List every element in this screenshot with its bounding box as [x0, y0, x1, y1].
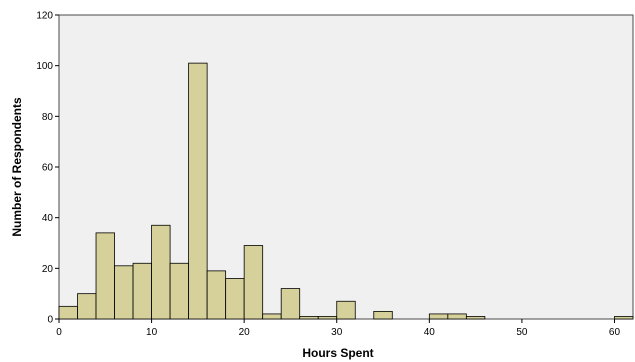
histogram-bar — [299, 316, 319, 320]
x-tick-label: 60 — [609, 327, 621, 338]
y-tick-label: 0 — [47, 315, 53, 326]
y-tick-label: 120 — [36, 11, 53, 22]
histogram-bar — [114, 265, 134, 320]
y-axis-ticks: 0 20 40 60 80 100 120 — [36, 11, 59, 326]
histogram-bar — [336, 300, 356, 320]
histogram-bar — [465, 316, 486, 320]
y-tick-label: 80 — [42, 112, 54, 123]
histogram-bar — [243, 245, 264, 320]
y-tick-label: 20 — [42, 264, 54, 275]
x-tick-label: 20 — [239, 327, 251, 338]
histogram-bar — [428, 313, 449, 320]
y-tick-label: 40 — [42, 213, 54, 224]
histogram-bar — [206, 270, 227, 320]
histogram-bar — [77, 293, 97, 320]
x-axis-title: Hours Spent — [302, 346, 373, 360]
histogram-bar — [188, 62, 208, 320]
histogram-bar — [132, 262, 152, 320]
bars-group — [58, 62, 634, 320]
histogram-bar — [373, 310, 393, 320]
x-tick-label: 50 — [516, 327, 528, 338]
x-tick-label: 10 — [146, 327, 158, 338]
histogram-bar — [317, 316, 338, 320]
x-tick-label: 0 — [56, 327, 62, 338]
histogram-bar — [447, 313, 467, 320]
histogram-bar — [95, 232, 115, 320]
histogram-bar — [262, 313, 282, 320]
x-axis-ticks: 0 10 20 30 40 50 60 — [56, 319, 620, 338]
histogram-bar — [151, 224, 171, 320]
y-tick-label: 60 — [42, 163, 54, 174]
x-tick-label: 40 — [424, 327, 436, 338]
histogram-bar — [614, 316, 634, 320]
histogram-bar — [280, 288, 301, 320]
histogram-bar — [169, 262, 190, 320]
y-axis-title: Number of Respondents — [10, 97, 24, 237]
y-tick-label: 100 — [36, 61, 53, 72]
histogram-bar — [225, 278, 245, 320]
x-tick-label: 30 — [331, 327, 343, 338]
histogram-bar — [58, 305, 78, 320]
